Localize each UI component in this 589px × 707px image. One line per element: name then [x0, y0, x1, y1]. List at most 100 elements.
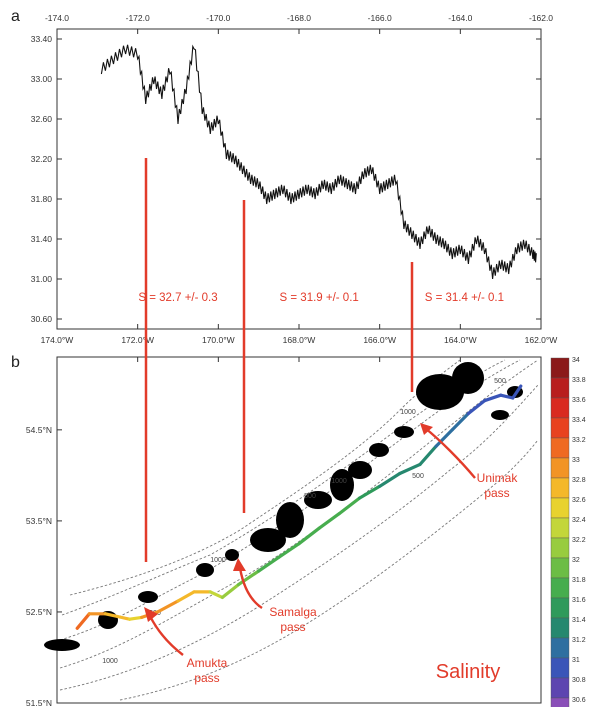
y-tick-label: 30.60 [31, 314, 53, 324]
y-tick-label: 31.40 [31, 234, 53, 244]
panel-a-label: a [11, 8, 20, 25]
colorbar-swatch [550, 417, 570, 439]
track-segment [398, 462, 422, 476]
island [250, 528, 286, 552]
map-y-tick-label: 51.5°N [26, 698, 52, 707]
x-tick-label-top: -164.0 [448, 13, 472, 23]
colorbar-swatch [550, 537, 570, 559]
colorbar-swatch [550, 697, 570, 707]
x-tick-label-bottom: 162.0°W [525, 335, 558, 345]
samalga-arrowhead [233, 558, 246, 571]
island [348, 461, 372, 479]
island [452, 362, 484, 394]
map-y-tick-label: 54.5°N [26, 425, 52, 435]
colorbar-tick-label: 31.4 [572, 617, 586, 624]
track-segment [511, 384, 523, 400]
unimak-arrowhead [420, 423, 433, 435]
y-tick-label: 32.20 [31, 154, 53, 164]
colorbar-swatch [550, 577, 570, 599]
colorbar-swatch [550, 397, 570, 419]
track-segment [482, 393, 503, 403]
contour-label: 1000 [400, 409, 416, 416]
island [196, 563, 214, 577]
track-segment [466, 399, 487, 416]
salinity-trace-line [100, 44, 537, 280]
x-tick-label-top: -162.0 [529, 13, 553, 23]
samalga-arrow [238, 567, 263, 609]
y-tick-label: 33.00 [31, 74, 53, 84]
unimak-arrow [424, 427, 476, 479]
colorbar-swatch [550, 657, 570, 679]
island [225, 549, 239, 561]
unimak-label-line2: pass [484, 486, 509, 500]
amukta-label-line1: Amukta [187, 656, 228, 670]
x-tick-label-top: -168.0 [287, 13, 311, 23]
colorbar-swatch [550, 497, 570, 519]
segment-annotation: S = 31.9 +/- 0.1 [280, 292, 359, 304]
map-y-tick-label: 52.5°N [26, 607, 52, 617]
track-segment [357, 484, 382, 500]
x-tick-label-bottom: 174.0°W [41, 335, 74, 345]
unimak-label-line1: Unimak [477, 471, 519, 485]
map-title: Salinity [436, 661, 500, 683]
contour-label: 1000 [331, 478, 347, 485]
colorbar-tick-label: 30.8 [572, 677, 586, 684]
colorbar-tick-label: 33.4 [572, 417, 586, 424]
track-segment [317, 511, 341, 530]
island [44, 639, 80, 651]
colorbar-tick-label: 32.6 [572, 497, 586, 504]
x-tick-label-top: -174.0 [45, 13, 69, 23]
colorbar-tick-label: 33.6 [572, 397, 586, 404]
track-segment [450, 411, 470, 432]
track-segment [128, 615, 144, 621]
track-segment [378, 471, 402, 488]
track-segment [337, 496, 362, 516]
colorbar-swatch [550, 597, 570, 619]
island [138, 591, 158, 603]
samalga-label-line2: pass [280, 620, 305, 634]
y-tick-label: 32.60 [31, 114, 53, 124]
colorbar-tick-label: 33.8 [572, 377, 586, 384]
track-segment [257, 555, 281, 573]
colorbar-swatch [550, 617, 570, 639]
x-tick-label-top: -170.0 [206, 13, 230, 23]
track-segment [208, 590, 224, 600]
island [394, 426, 414, 438]
colorbar-tick-label: 32.2 [572, 537, 586, 544]
colorbar-tick-label: 33.2 [572, 437, 586, 444]
colorbar-tick-label: 31.8 [572, 577, 586, 584]
contour-label: 1000 [102, 658, 118, 665]
island [276, 502, 304, 538]
colorbar-tick-label: 32.4 [572, 517, 586, 524]
amukta-arrowhead [144, 607, 158, 622]
track-segment [115, 614, 132, 621]
samalga-label-line1: Samalga [269, 605, 317, 619]
contour-label: 1000 [210, 557, 226, 564]
colorbar-swatch [550, 457, 570, 479]
x-tick-label-top: -166.0 [368, 13, 392, 23]
track-segment [75, 612, 91, 630]
x-tick-label-bottom: 164.0°W [444, 335, 477, 345]
track-segment [103, 612, 120, 619]
contour-label: 500 [494, 378, 506, 385]
segment-annotation: S = 32.7 +/- 0.3 [138, 292, 217, 304]
colorbar-tick-label: 31.2 [572, 637, 586, 644]
panel-b-label: b [11, 354, 20, 371]
bathymetry-contour [59, 384, 539, 691]
island [416, 374, 464, 410]
segment-annotation: S = 31.4 +/- 0.1 [425, 292, 504, 304]
track-segment [156, 599, 180, 614]
bathymetry-contour [61, 359, 506, 616]
island [330, 469, 354, 501]
colorbar-swatch [550, 357, 570, 379]
y-tick-label: 31.80 [31, 194, 53, 204]
bathymetry-contour [59, 359, 539, 669]
colorbar-tick-label: 30.6 [572, 697, 586, 704]
track-segment [418, 444, 438, 466]
amukta-arrow [148, 615, 184, 656]
track-segment [277, 542, 301, 559]
track-segment [297, 526, 321, 546]
colorbar-swatch [550, 637, 570, 659]
colorbar-tick-label: 34 [572, 357, 580, 364]
plot-frame [56, 28, 542, 330]
